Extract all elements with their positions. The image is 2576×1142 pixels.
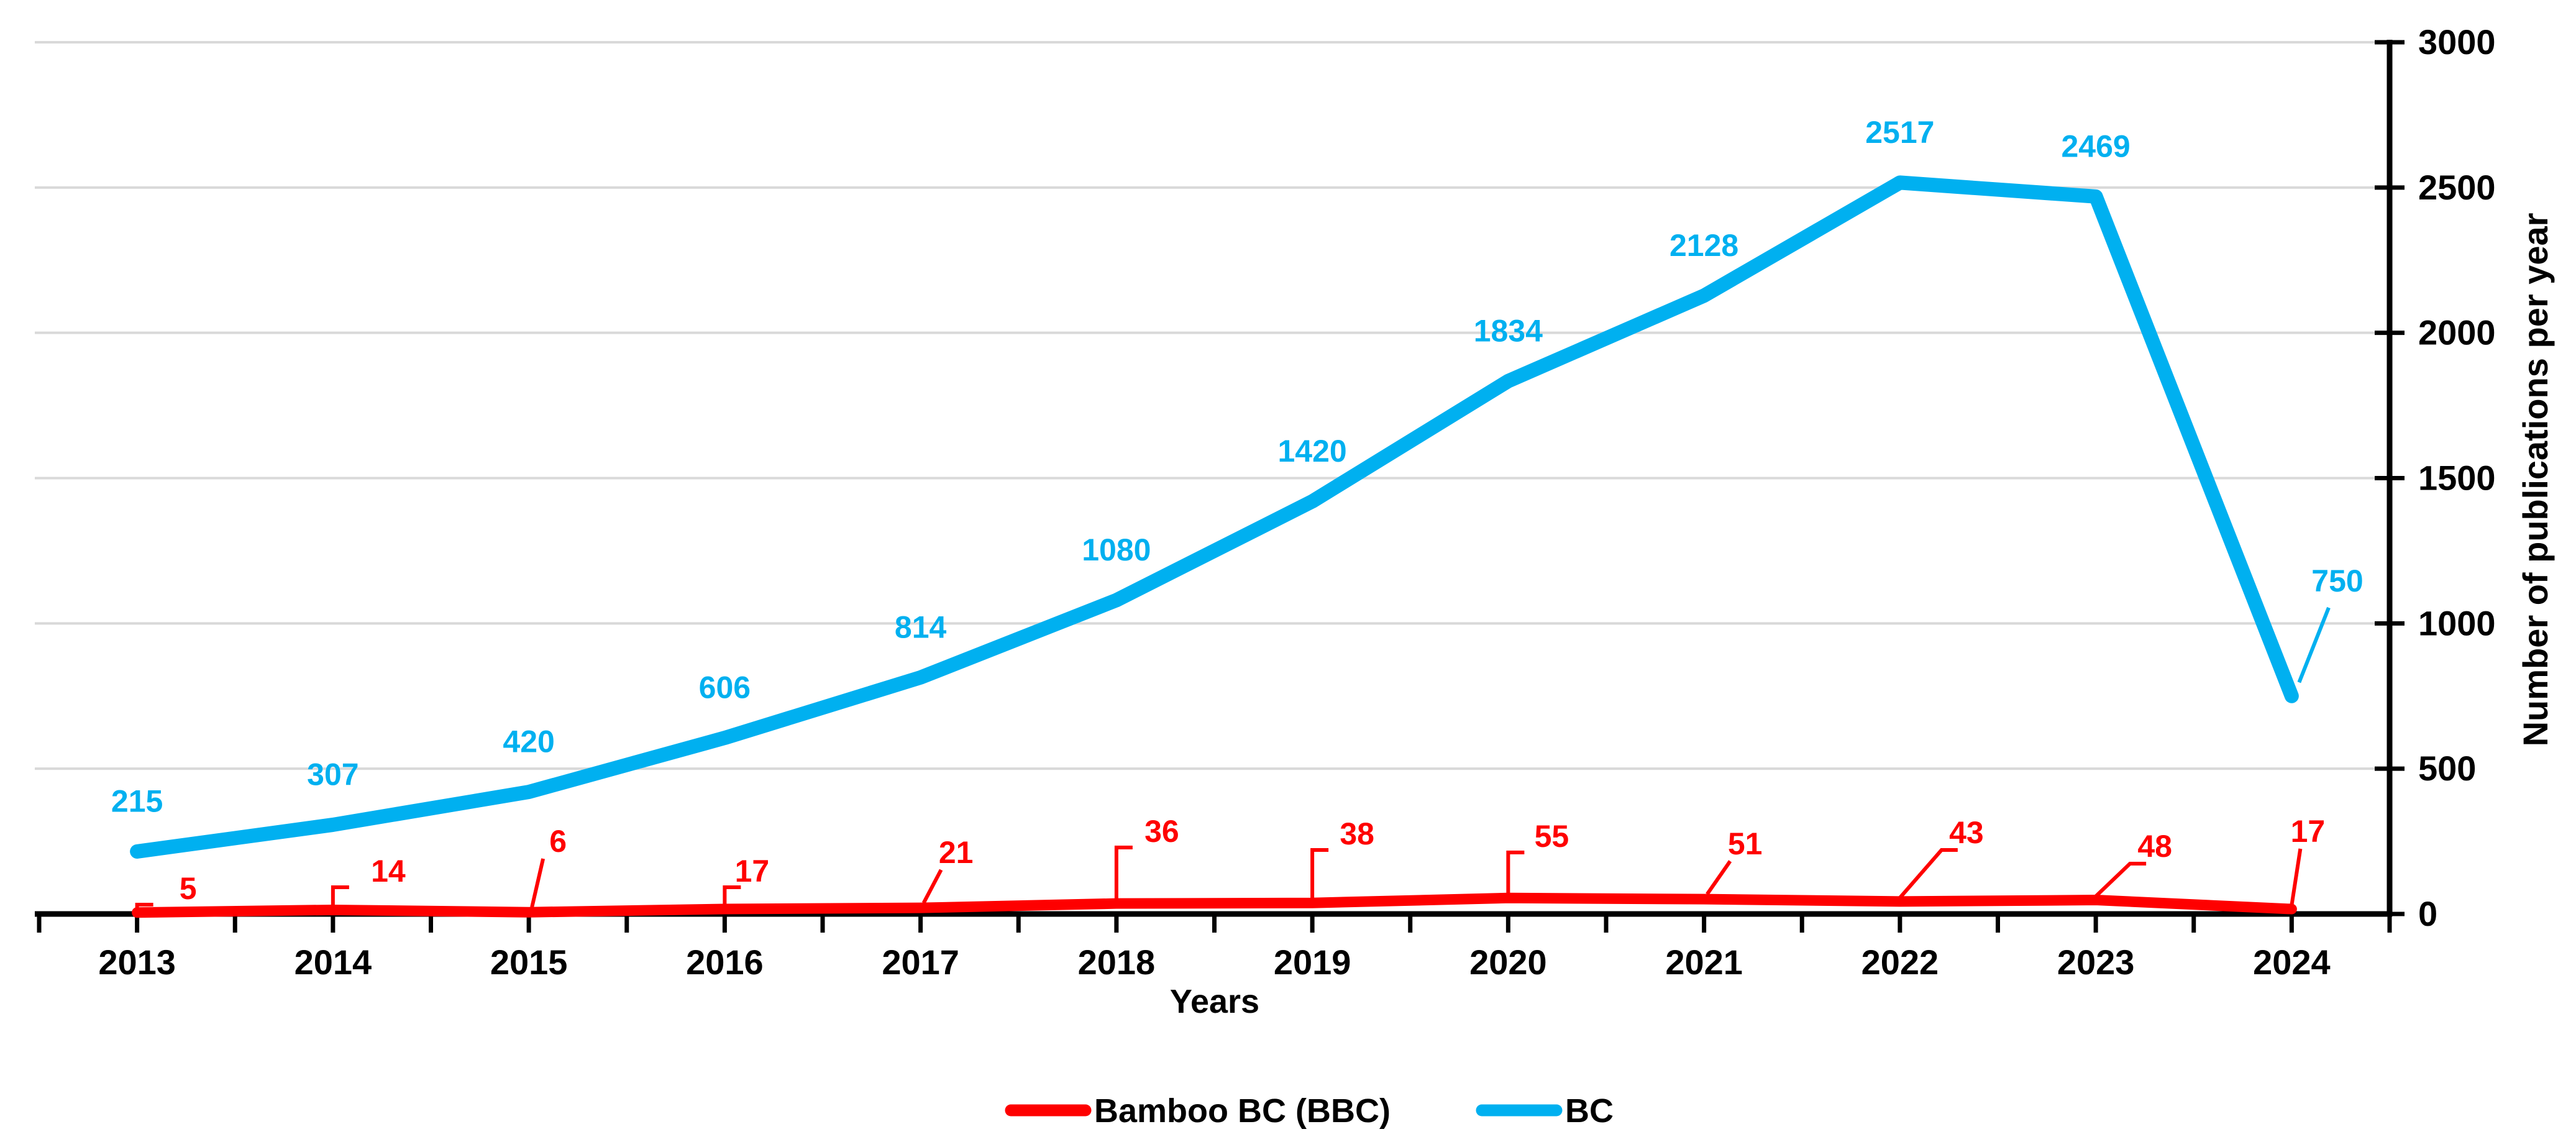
x-tick-label: 2022 <box>1861 943 1939 982</box>
bbc-leader-line <box>530 858 546 908</box>
axes <box>35 40 2405 933</box>
bbc-leader-line <box>1706 860 1732 895</box>
bbc-data-label: 43 <box>1949 815 1984 850</box>
x-tick-label: 2014 <box>295 943 372 982</box>
bbc-data-label: 36 <box>1144 814 1179 849</box>
bc-data-label: 2469 <box>2062 129 2131 163</box>
bbc-data-label: 38 <box>1340 816 1374 851</box>
bbc-leader-line <box>1114 846 1133 902</box>
bc-leader-line <box>2297 606 2331 683</box>
bbc-leader-line <box>1506 851 1525 896</box>
y-tick-label: 0 <box>2418 894 2437 933</box>
series-lines <box>130 175 2299 918</box>
legend-item: BC <box>1476 1092 1614 1130</box>
bc-data-label: 814 <box>895 610 947 644</box>
bbc-leader-line <box>2290 848 2303 906</box>
bbc-data-label: 5 <box>180 871 197 906</box>
y-tick-label: 500 <box>2418 749 2476 788</box>
x-tick-label: 2023 <box>2057 943 2135 982</box>
legend: Bamboo BC (BBC) BC <box>1005 1092 1614 1130</box>
bbc-data-label: 17 <box>2291 814 2326 849</box>
bbc-leader-line <box>1310 848 1329 901</box>
y-axis-title: Number of publications per year <box>2516 213 2555 747</box>
x-tick-label: 2018 <box>1078 943 1156 982</box>
bc-data-label: 1080 <box>1082 532 1151 567</box>
y-tick-label: 1000 <box>2418 603 2496 642</box>
bbc-series-line <box>132 892 2297 918</box>
x-tick-label: 2017 <box>882 943 959 982</box>
legend-item-label: Bamboo BC (BBC) <box>1094 1092 1391 1130</box>
bbc-data-label: 48 <box>2137 829 2172 864</box>
bc-data-label: 215 <box>111 783 163 818</box>
y-axis-tick-labels: 0 500 1000 1500 2000 2500 3000 <box>2418 22 2496 933</box>
bbc-data-label: 51 <box>1728 826 1763 861</box>
bbc-leader-line <box>2094 862 2147 898</box>
x-axis-tick-labels: 2013 2014 2015 2016 2017 2018 2019 2020 2021 2022… <box>98 943 2330 982</box>
bbc-data-label: 21 <box>939 835 974 870</box>
x-tick-label: 2016 <box>686 943 764 982</box>
x-tick-label: 2020 <box>1469 943 1547 982</box>
x-axis-title: Years <box>1170 983 1259 1020</box>
y-tick-label: 1500 <box>2418 459 2496 498</box>
legend-item-label: BC <box>1565 1092 1614 1130</box>
bc-data-label: 2517 <box>1865 115 1934 150</box>
bc-data-label: 420 <box>503 724 554 759</box>
bbc-data-label: 17 <box>735 854 770 888</box>
x-tick-label: 2019 <box>1274 943 1351 982</box>
x-tick-label: 2015 <box>490 943 568 982</box>
x-tick-label: 2021 <box>1665 943 1743 982</box>
y-tick-label: 2500 <box>2418 168 2496 207</box>
data-label-leader-lines <box>135 606 2331 910</box>
bbc-leader-line <box>723 885 741 907</box>
bbc-data-label: 6 <box>549 824 567 859</box>
bbc-leader-line <box>921 869 943 904</box>
bc-data-label: 1834 <box>1474 313 1543 348</box>
bbc-data-label: 14 <box>371 854 406 888</box>
bbc-data-label: 55 <box>1535 819 1569 854</box>
x-tick-label: 2013 <box>98 943 176 982</box>
bc-series-line <box>130 175 2299 859</box>
bc-data-label: 750 <box>2311 564 2363 598</box>
bc-data-label: 2128 <box>1669 228 1738 263</box>
bbc-leader-line <box>331 885 349 908</box>
bc-data-label: 606 <box>699 670 751 705</box>
x-tick-label: 2024 <box>2253 943 2331 982</box>
gridlines <box>35 41 2390 770</box>
legend-item: Bamboo BC (BBC) <box>1005 1092 1391 1130</box>
bc-data-label: 1420 <box>1278 434 1347 468</box>
bc-data-label: 307 <box>307 757 359 792</box>
y-tick-label: 2000 <box>2418 313 2496 352</box>
bbc-leader-line <box>1898 848 1958 899</box>
y-tick-label: 3000 <box>2418 22 2496 62</box>
